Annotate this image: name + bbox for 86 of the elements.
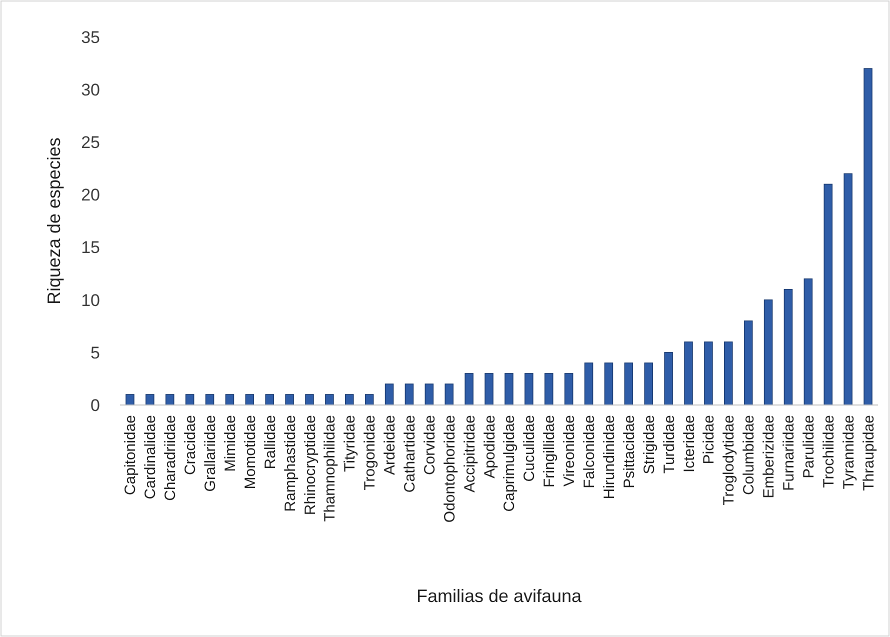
bar bbox=[764, 299, 773, 406]
x-tick-label: Momotidae bbox=[242, 415, 259, 490]
bar bbox=[364, 394, 374, 406]
x-axis-title: Familias de avifauna bbox=[416, 586, 583, 606]
bar bbox=[624, 362, 634, 406]
bar bbox=[165, 394, 174, 406]
x-tick-label: Furnariidae bbox=[780, 415, 798, 491]
bar bbox=[524, 373, 534, 406]
bar bbox=[205, 394, 214, 406]
x-tick-label: Apodidae bbox=[481, 415, 498, 478]
x-tick-label: Odontophoridae bbox=[441, 415, 458, 523]
x-tick-label: Caprimulgidae bbox=[501, 415, 518, 512]
x-tick-label: Thraupidae bbox=[860, 415, 878, 491]
x-tick-label: Cathartidae bbox=[401, 415, 418, 493]
bar bbox=[404, 384, 414, 406]
y-tick-label: 20 bbox=[81, 186, 100, 205]
bar bbox=[444, 384, 454, 406]
x-tick-label: Charadriidae bbox=[162, 415, 180, 501]
x-tick-label: Troglodytidae bbox=[720, 415, 738, 506]
x-tick-label: Rhinocryptidae bbox=[302, 415, 319, 516]
x-tick-label: Vireonidae bbox=[561, 415, 578, 486]
bar bbox=[424, 384, 434, 406]
bar bbox=[564, 373, 574, 406]
x-tick-label: Cuculidae bbox=[521, 415, 538, 482]
bar bbox=[464, 373, 474, 406]
x-tick-label: Accipitridae bbox=[461, 415, 478, 493]
bar bbox=[844, 173, 852, 406]
x-tick-label: Fringillidae bbox=[541, 415, 558, 488]
bar bbox=[245, 394, 254, 406]
bar bbox=[804, 278, 813, 406]
x-tick-label: Thamnophilidae bbox=[322, 415, 339, 522]
bar bbox=[544, 373, 554, 406]
x-tick-label: Columbidae bbox=[740, 415, 758, 496]
x-tick-label: Capitonidae bbox=[122, 415, 140, 496]
x-tick-label: Hirundinidae bbox=[600, 415, 618, 500]
bar bbox=[664, 352, 673, 406]
x-tick-label: Corvidae bbox=[421, 415, 438, 476]
x-tick-label: Tyrannidae bbox=[840, 415, 858, 490]
bar bbox=[305, 394, 314, 406]
y-tick-label: 5 bbox=[90, 343, 100, 362]
bar bbox=[345, 394, 354, 406]
x-tick-label: Picidae bbox=[700, 415, 718, 464]
x-tick-label: Emberizidae bbox=[760, 415, 778, 498]
bar bbox=[864, 68, 872, 406]
x-tick-label: Tityridae bbox=[342, 415, 359, 472]
x-tick-label: Grallariidae bbox=[202, 415, 220, 492]
bar bbox=[225, 394, 234, 406]
x-tick-label: Cardinalidae bbox=[142, 415, 160, 500]
x-tick-label: Trogonidae bbox=[362, 415, 379, 490]
bar bbox=[484, 373, 494, 406]
y-tick-label: 10 bbox=[81, 290, 100, 310]
y-tick-label: 30 bbox=[81, 80, 100, 100]
bar bbox=[824, 184, 833, 406]
bar bbox=[325, 394, 334, 406]
bar bbox=[644, 362, 653, 406]
bar bbox=[285, 394, 294, 406]
bar bbox=[384, 384, 394, 406]
bar bbox=[146, 394, 154, 406]
y-tick-label: 15 bbox=[81, 238, 100, 258]
y-tick-label: 25 bbox=[81, 133, 100, 152]
x-tick-label: Psittacidae bbox=[620, 415, 638, 488]
y-axis-title: Riqueza de especies bbox=[44, 137, 64, 305]
x-tick-label: Ardeidae bbox=[382, 415, 399, 476]
x-tick-label: Icteridae bbox=[680, 415, 698, 473]
x-tick-label: Turdidae bbox=[660, 415, 678, 474]
x-tick-label: Parulidae bbox=[800, 415, 818, 478]
bar bbox=[704, 342, 713, 406]
bar bbox=[784, 288, 793, 406]
x-tick-label: Strigidae bbox=[640, 415, 658, 474]
y-tick-label: 35 bbox=[81, 28, 100, 47]
x-tick-label: Cracidae bbox=[182, 415, 200, 476]
bar bbox=[185, 394, 194, 406]
x-tick-label: Ramphastidae bbox=[282, 415, 299, 512]
bar bbox=[584, 362, 594, 406]
bar bbox=[265, 394, 274, 406]
bar bbox=[724, 342, 733, 406]
x-tick-label: Rallidae bbox=[262, 415, 279, 470]
bar bbox=[684, 342, 693, 406]
x-tick-label: Trochilidae bbox=[820, 415, 838, 488]
y-tick-label: 0 bbox=[90, 396, 100, 415]
x-tick-label: Falconidae bbox=[581, 415, 598, 488]
bar bbox=[126, 394, 134, 406]
bar bbox=[504, 373, 514, 406]
bar bbox=[604, 362, 614, 406]
bar bbox=[744, 320, 753, 406]
x-tick-label: Mimidae bbox=[222, 415, 239, 472]
